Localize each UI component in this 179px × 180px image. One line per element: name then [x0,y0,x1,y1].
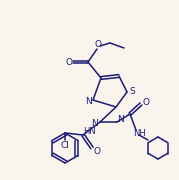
Text: N: N [85,96,91,105]
Text: N: N [92,118,98,127]
Text: Cl: Cl [61,141,69,150]
Text: O: O [142,98,149,107]
Text: HN: HN [84,127,96,136]
Text: O: O [66,57,72,66]
Text: S: S [129,87,135,96]
Text: O: O [95,39,101,48]
Text: N: N [117,114,123,123]
Text: O: O [93,147,100,156]
Text: NH: NH [134,129,146,138]
